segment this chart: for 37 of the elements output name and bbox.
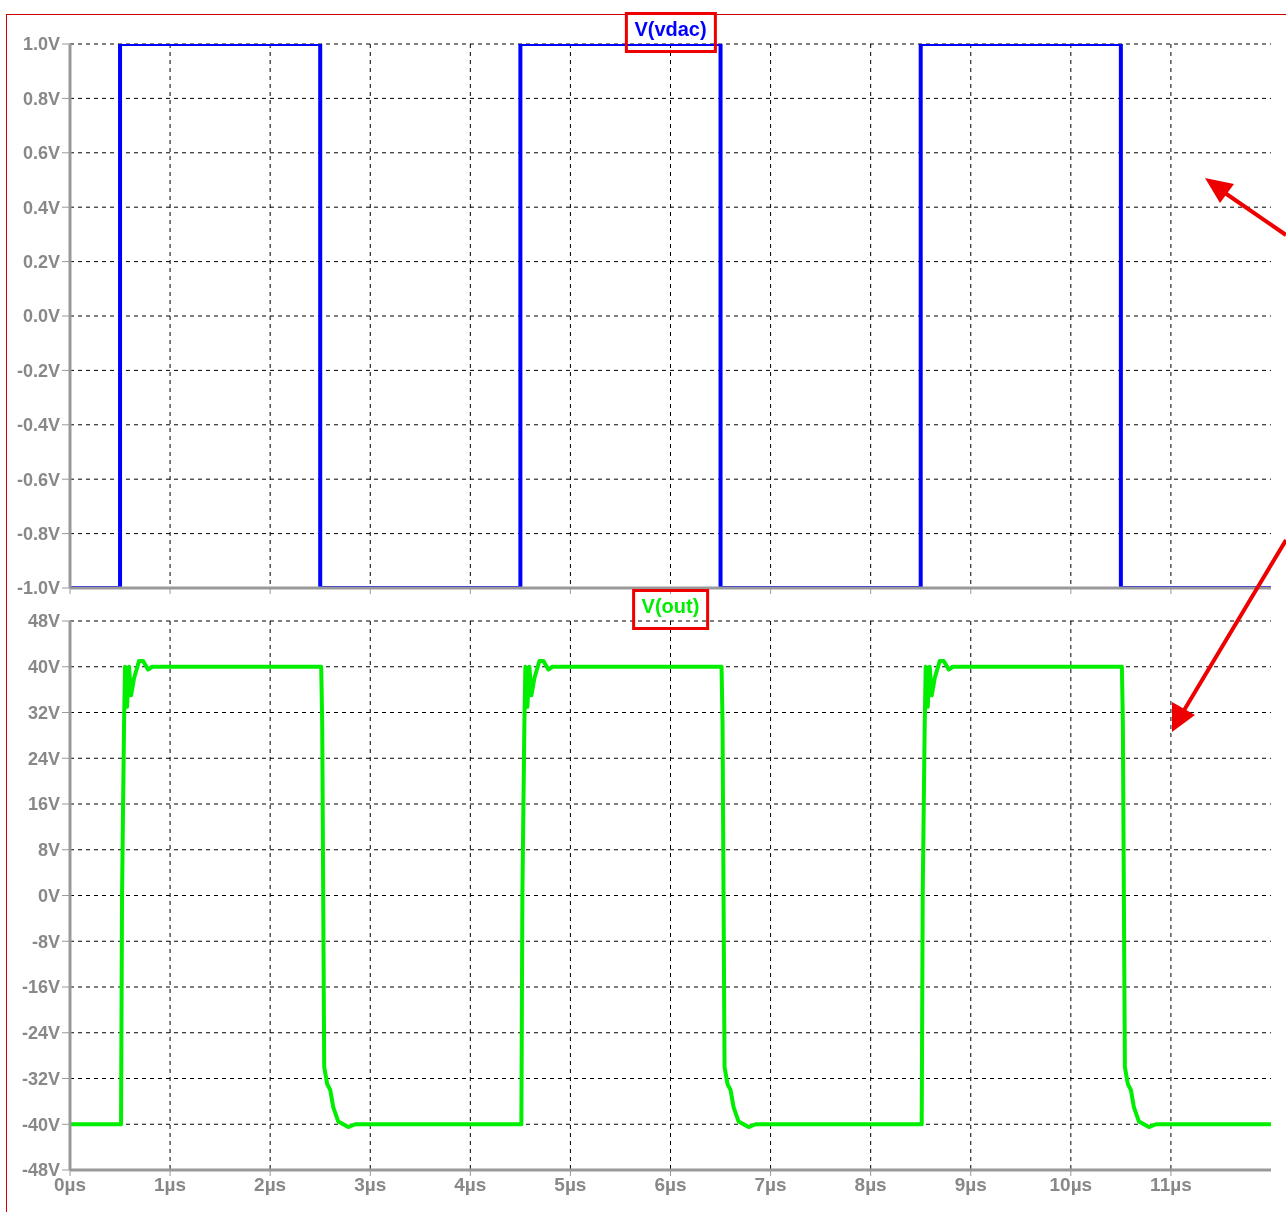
y-tick-label: -32V [21,1068,60,1089]
y-tick-label: 40V [27,657,60,678]
y-tick-label: -0.2V [16,360,60,381]
y-tick-label: 16V [27,794,60,815]
x-tick-label: 5µs [554,1174,587,1196]
y-tick-label: -16V [21,977,60,998]
x-tick-label: 6µs [654,1174,687,1196]
y-tick-label: -0.4V [16,415,60,436]
y-tick-label: 0.6V [22,143,60,164]
y-tick-label: 0.2V [22,251,60,272]
y-tick-label: -40V [21,1114,60,1135]
y-tick-label: -24V [21,1023,60,1044]
y-tick-label: 0.0V [22,306,60,327]
x-tick-label: 7µs [754,1174,787,1196]
y-tick-label: 0.8V [22,88,60,109]
y-tick-label: -8V [31,931,60,952]
x-tick-label: 10µs [1049,1174,1093,1196]
x-tick-label: 3µs [354,1174,387,1196]
line-series [70,659,1271,1130]
y-tick-label: -0.8V [16,523,60,544]
y-tick-label: 1.0V [22,34,60,55]
x-tick-label: 11µs [1150,1174,1192,1196]
x-tick-label: 8µs [854,1174,887,1196]
y-tick-label: 24V [27,748,60,769]
x-tick-label: 4µs [454,1174,487,1196]
series-label: V(vdac) [634,18,707,40]
y-tick-label: 32V [27,702,60,723]
y-tick-label: 0V [37,885,60,906]
y-tick-label: 48V [27,611,60,632]
y-tick-label: -1.0V [16,578,60,599]
y-tick-label: 0.4V [22,197,60,218]
x-tick-label: 9µs [954,1174,987,1196]
y-tick-label: 8V [37,840,60,861]
text: V(out) [641,595,700,617]
y-tick-label: -0.6V [16,469,60,490]
x-tick-label: 1µs [154,1174,187,1196]
x-tick-label: 2µs [254,1174,287,1196]
